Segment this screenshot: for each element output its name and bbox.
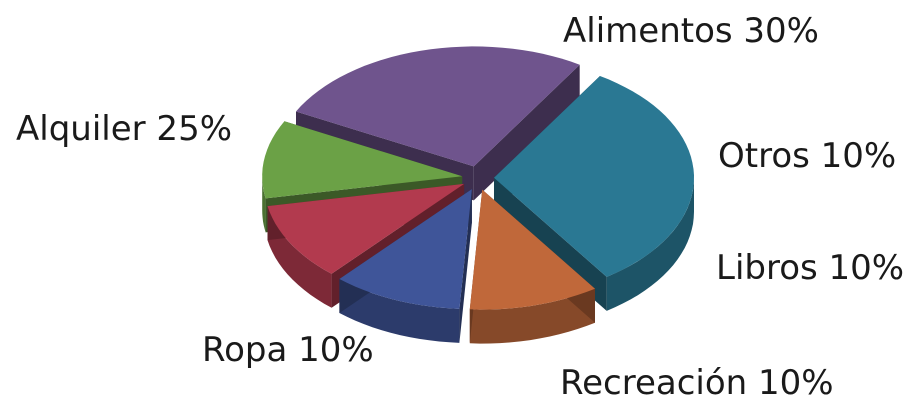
slice-top-ropa bbox=[262, 121, 463, 199]
slice-top-recreacin bbox=[267, 183, 465, 274]
slice-side-ropa bbox=[262, 176, 266, 233]
slice-top-alimentos bbox=[493, 76, 694, 277]
pie-slices bbox=[262, 46, 694, 344]
label-libros: Libros 10% bbox=[716, 248, 904, 288]
slice-side-otros bbox=[469, 288, 595, 344]
slice-top-libros bbox=[339, 189, 472, 309]
slice-edge-alquiler-1 bbox=[473, 64, 580, 201]
label-recreacion: Recreación 10% bbox=[560, 363, 834, 398]
slice-otros bbox=[469, 189, 595, 344]
label-ropa: Ropa 10% bbox=[202, 330, 374, 370]
slice-edge-libros-0 bbox=[459, 189, 472, 343]
slice-labels: Alimentos 30% Otros 10% Libros 10% Recre… bbox=[16, 11, 904, 398]
slice-side-libros bbox=[339, 279, 460, 343]
label-otros: Otros 10% bbox=[718, 136, 896, 176]
slice-top-alquiler bbox=[296, 46, 580, 167]
slice-side-alimentos bbox=[606, 177, 694, 311]
slice-side-recreacin bbox=[267, 206, 332, 308]
label-alquiler: Alquiler 25% bbox=[16, 109, 232, 149]
slice-top-otros bbox=[469, 189, 595, 310]
slice-libros bbox=[339, 189, 472, 343]
label-alimentos: Alimentos 30% bbox=[563, 11, 819, 51]
